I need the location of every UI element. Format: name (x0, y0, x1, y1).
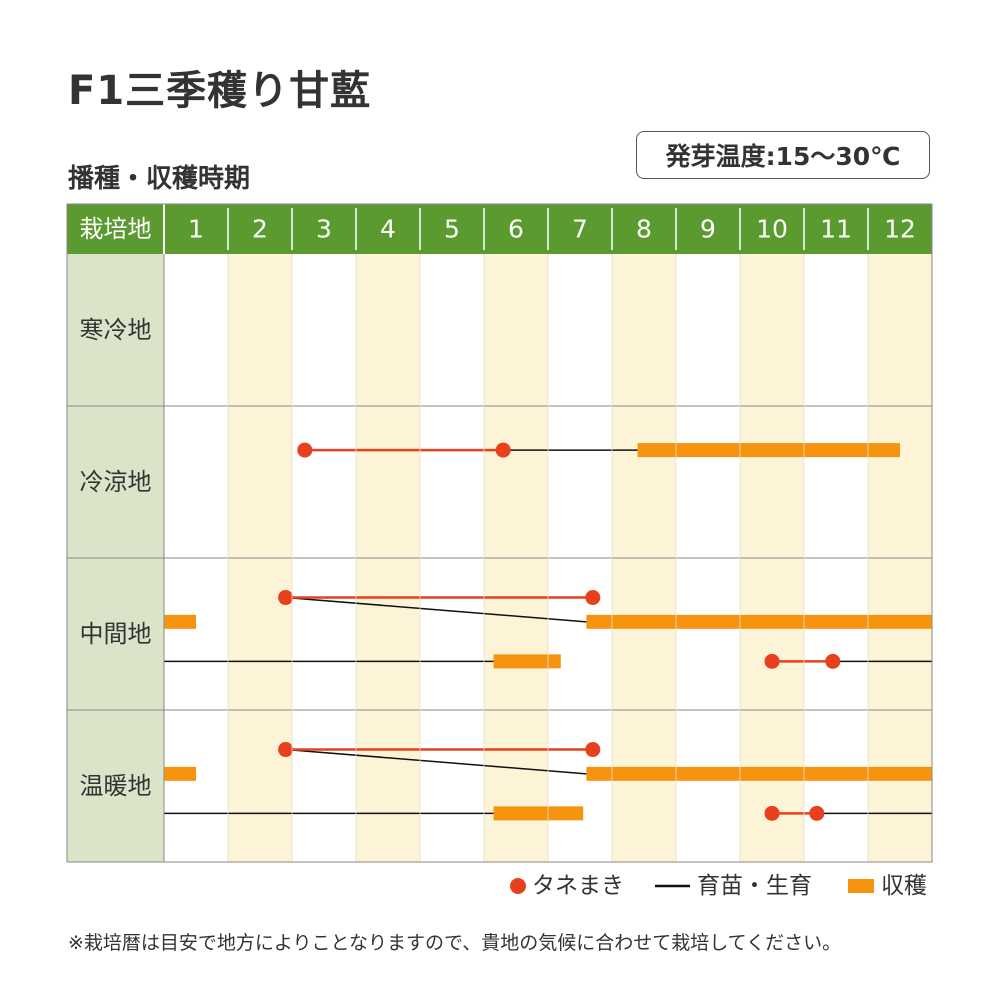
sowing-dot (825, 653, 841, 669)
growing-line (285, 748, 587, 775)
sowing-dot (585, 590, 601, 606)
region-label: 冷涼地 (80, 468, 152, 496)
month-label-10: 10 (756, 215, 788, 244)
legend-growing-label: 育苗・生育 (697, 873, 812, 899)
header-region-label: 栽培地 (80, 215, 152, 243)
month-label-6: 6 (508, 215, 524, 244)
month-label-12: 12 (884, 215, 916, 244)
harvest-bar (164, 766, 196, 781)
sowing-dot (297, 442, 313, 458)
harvest-bar (637, 443, 900, 458)
page-title: F1三季穫り甘藍 (68, 68, 372, 114)
harvest-bar (164, 614, 196, 629)
sowing-dot (764, 805, 780, 821)
harvest-bar (586, 614, 932, 629)
footnote: ※栽培暦は目安で地方によりことなりますので、貴地の気候に合わせて栽培してください… (68, 932, 842, 954)
region-label: 寒冷地 (80, 316, 152, 344)
sowing-dot (495, 442, 511, 458)
germination-temp-badge: 発芽温度:15〜30℃ (636, 131, 930, 179)
chart-border (66, 203, 933, 863)
month-label-2: 2 (252, 215, 268, 244)
month-label-8: 8 (636, 215, 652, 244)
growing-line (285, 596, 587, 623)
legend-harvest-icon (848, 879, 874, 893)
sowing-dot (809, 805, 825, 821)
month-label-11: 11 (820, 215, 852, 244)
harvest-bar (493, 654, 561, 669)
month-label-1: 1 (188, 215, 204, 244)
harvest-bar (586, 766, 932, 781)
legend-sowing-icon (510, 878, 526, 894)
legend-harvest-label: 収穫 (881, 873, 927, 899)
month-header-bar (67, 204, 932, 254)
month-label-3: 3 (316, 215, 332, 244)
sowing-dot (585, 742, 601, 758)
sowing-dot (278, 590, 294, 606)
sowing-dot (278, 742, 294, 758)
month-label-5: 5 (444, 215, 460, 244)
harvest-bar (493, 806, 584, 821)
legend-sowing-label: タネまき (532, 873, 624, 899)
month-label-7: 7 (572, 215, 588, 244)
sowing-dot (764, 653, 780, 669)
month-label-9: 9 (700, 215, 716, 244)
region-label: 中間地 (80, 620, 152, 648)
region-label: 温暖地 (80, 772, 152, 800)
month-label-4: 4 (380, 215, 396, 244)
chart-subtitle: 播種・収穫時期 (68, 164, 251, 194)
